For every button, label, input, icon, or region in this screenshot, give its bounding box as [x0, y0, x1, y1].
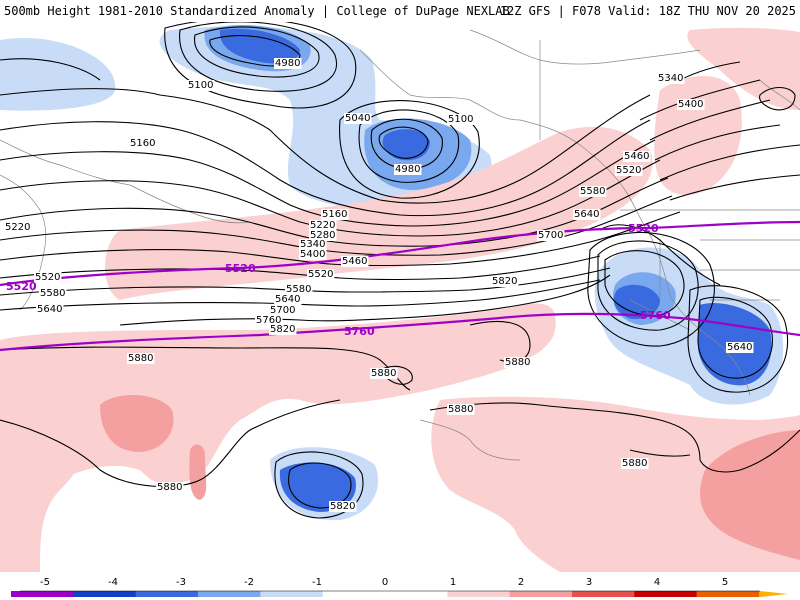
contour-label: 5700: [270, 305, 295, 316]
contour-label: 5220: [310, 220, 335, 231]
contour-label: 5100: [188, 80, 213, 91]
contour-label: 5820: [270, 324, 295, 335]
contour-label: 5460: [342, 256, 367, 267]
contour-label: 5880: [622, 458, 647, 469]
contour-label: 5700: [538, 230, 563, 241]
colorbar-segment: [509, 591, 573, 597]
contour-label: 5880: [371, 368, 396, 379]
highlight-contour-label: 5760: [640, 309, 671, 322]
map-header: 500mb Height 1981-2010 Standardized Anom…: [0, 0, 800, 22]
colorbar-segment: [73, 591, 137, 597]
contour-label: 5880: [128, 353, 153, 364]
colorbar-tick-label: -3: [176, 577, 186, 588]
contour-label: 5640: [574, 209, 599, 220]
contour-label: 5160: [130, 138, 155, 149]
colorbar-tick-label: 3: [586, 577, 592, 588]
contour-label: 5880: [448, 404, 473, 415]
contour-label: 5820: [330, 501, 355, 512]
contour-label: 5400: [300, 249, 325, 260]
contour-label: 5520: [35, 272, 60, 283]
colorbar-segment: [385, 591, 448, 597]
colorbar-segment: [198, 591, 261, 597]
contour-label: 4980: [395, 164, 420, 175]
contour-label: 5160: [322, 209, 347, 220]
anomaly-colorbar: -5 -4 -3 -2 -1 0 1 2 3 4 5: [0, 572, 800, 600]
contour-label: 5580: [580, 186, 605, 197]
colorbar-tick-label: 2: [518, 577, 524, 588]
contour-label: 5760: [256, 315, 281, 326]
highlight-contours: [0, 220, 800, 352]
contour-label: 5400: [678, 99, 703, 110]
colorbar-segment: [634, 591, 698, 597]
contour-label: 5520: [616, 165, 641, 176]
contour-label: 5220: [5, 222, 30, 233]
colorbar-tick-labels: -5 -4 -3 -2 -1 0 1 2 3 4 5: [40, 577, 728, 588]
colorbar-tick-label: 0: [382, 577, 388, 588]
model-run-valid-time: 12Z GFS | F078 Valid: 18Z THU NOV 20 202…: [499, 4, 796, 18]
colorbar-tick-label: 1: [450, 577, 456, 588]
contour-labels: 4980 4980 5040 5100 5100 5160 5160 5220 …: [4, 58, 754, 512]
contour-label: 5580: [40, 288, 65, 299]
highlight-contour-label: 5760: [344, 325, 375, 338]
contour-label: 5880: [157, 482, 182, 493]
colorbar-segment: [447, 591, 511, 597]
colorbar-tick-label: -1: [312, 577, 322, 588]
contour-label: 5460: [624, 151, 649, 162]
contour-label: 5040: [345, 113, 370, 124]
colorbar-segments: [11, 591, 788, 597]
contour-label: 5640: [727, 342, 752, 353]
colorbar-segment: [11, 591, 74, 597]
colorbar-segment: [260, 591, 324, 597]
contour-label: 4980: [275, 58, 300, 69]
positive-anomaly-shading: [0, 27, 800, 572]
contour-label: 5520: [308, 269, 333, 280]
colorbar-tick-label: 4: [654, 577, 660, 588]
contour-label: 5580: [286, 284, 311, 295]
colorbar-segment: [572, 591, 635, 597]
contour-label: 5640: [37, 304, 62, 315]
contour-label: 5340: [300, 239, 325, 250]
colorbar-right-arrow: [759, 591, 788, 597]
contour-label: 5820: [492, 276, 517, 287]
colorbar-segment: [696, 591, 760, 597]
colorbar-tick-label: -2: [244, 577, 254, 588]
map-panel: 4980 4980 5040 5100 5100 5160 5160 5220 …: [0, 22, 800, 572]
contour-label: 5640: [275, 294, 300, 305]
colorbar-tick-label: -4: [108, 577, 118, 588]
colorbar-tick-label: 5: [722, 577, 728, 588]
highlight-labels: 5520 5520 5520 5760 5760: [6, 222, 671, 338]
product-title: 500mb Height 1981-2010 Standardized Anom…: [4, 4, 510, 18]
contour-label: 5100: [448, 114, 473, 125]
colorbar-segment: [322, 591, 386, 597]
highlight-contour-label: 5520: [6, 280, 37, 293]
contour-label: 5280: [310, 230, 335, 241]
contour-label: 5340: [658, 73, 683, 84]
contour-label: 5880: [505, 357, 530, 368]
highlight-contour-label: 5520: [225, 262, 256, 275]
coastlines-and-borders: [0, 29, 800, 461]
colorbar-segment: [135, 591, 199, 597]
colorbar-tick-label: -5: [40, 577, 50, 588]
highlight-contour-label: 5520: [628, 222, 659, 235]
